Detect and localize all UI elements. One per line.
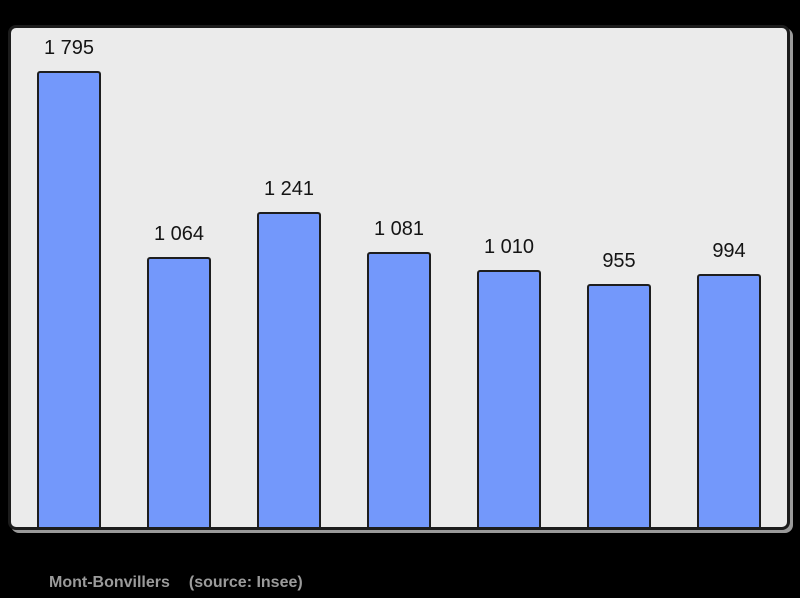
bar bbox=[697, 274, 761, 527]
bar-column: 1 081 bbox=[367, 219, 431, 527]
bar-chart-plot-area: 1 795 1 064 1 241 1 081 1 010 955 994 bbox=[11, 28, 787, 527]
bar-column: 1 241 bbox=[257, 179, 321, 527]
chart-panel: 1 795 1 064 1 241 1 081 1 010 955 994 bbox=[8, 25, 790, 530]
caption-commune: Mont-Bonvillers bbox=[49, 574, 170, 591]
bar-column: 1 795 bbox=[37, 38, 101, 527]
bar-column: 955 bbox=[587, 251, 651, 527]
bar bbox=[257, 212, 321, 527]
bar bbox=[367, 252, 431, 527]
bar-value-label: 1 241 bbox=[263, 178, 315, 200]
bar-column: 994 bbox=[697, 241, 761, 527]
bar-value-label: 1 010 bbox=[483, 236, 535, 258]
bar-column: 1 064 bbox=[147, 224, 211, 527]
bar-column: 1 010 bbox=[477, 237, 541, 527]
bar-value-label: 955 bbox=[602, 250, 636, 272]
caption-source: (source: Insee) bbox=[188, 574, 303, 591]
bar bbox=[37, 71, 101, 527]
bar bbox=[477, 270, 541, 527]
bar-value-label: 1 795 bbox=[43, 37, 95, 59]
bar bbox=[147, 257, 211, 527]
bar-value-label: 1 081 bbox=[373, 218, 425, 240]
bar-value-label: 994 bbox=[712, 240, 746, 262]
bar-value-label: 1 064 bbox=[153, 223, 205, 245]
caption: Mont-Bonvillers (source: Insee) bbox=[49, 574, 303, 592]
bar bbox=[587, 284, 651, 527]
